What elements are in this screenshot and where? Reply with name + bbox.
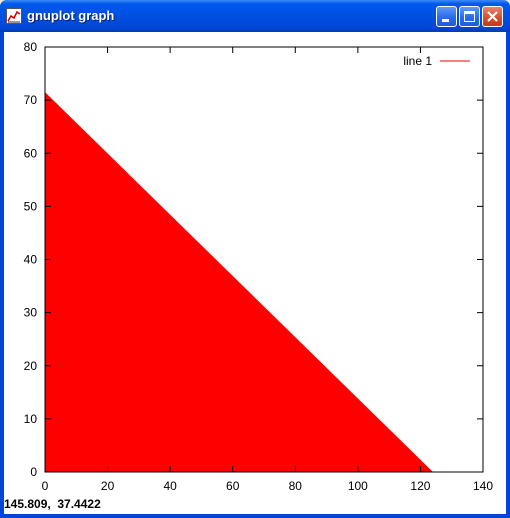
maximize-icon (464, 11, 475, 22)
x-tick-label: 140 (473, 479, 493, 493)
x-tick-label: 80 (289, 479, 303, 493)
window-border-right (506, 32, 510, 518)
window-title: gnuplot graph (27, 8, 115, 23)
x-tick-label: 40 (163, 479, 177, 493)
y-tick-label: 80 (24, 40, 38, 54)
y-tick-label: 30 (24, 306, 38, 320)
maximize-button[interactable] (459, 6, 480, 27)
y-tick-label: 50 (24, 199, 38, 213)
minimize-button[interactable] (436, 6, 457, 27)
y-tick-label: 70 (24, 93, 38, 107)
y-tick-label: 10 (24, 412, 38, 426)
plot-canvas[interactable]: 0 20 40 60 80 100 120 140 0 10 20 30 40 50 60 70 80 line … (4, 32, 506, 514)
window-border-bottom (0, 514, 510, 518)
close-icon (487, 11, 498, 22)
x-tick-label: 60 (226, 479, 240, 493)
minimize-icon (442, 19, 449, 22)
x-tick-label: 0 (42, 479, 49, 493)
title-bar[interactable]: gnuplot graph (0, 0, 510, 32)
y-tick-label: 20 (24, 359, 38, 373)
x-tick-label: 100 (348, 479, 368, 493)
x-tick-label: 120 (410, 479, 430, 493)
y-tick-label: 60 (24, 146, 38, 160)
gnuplot-chart[interactable]: 0 20 40 60 80 100 120 140 0 10 20 30 40 50 60 70 80 line … (4, 32, 506, 514)
x-tick-label: 20 (101, 479, 115, 493)
y-tick-label: 40 (24, 253, 38, 267)
series-area-1 (45, 92, 433, 472)
window-border-left (0, 32, 4, 518)
close-button[interactable] (482, 6, 503, 27)
mouse-coordinates: 145.809, 37.4422 (4, 497, 101, 511)
gnuplot-app-icon (6, 8, 22, 24)
legend-label: line 1 (403, 54, 432, 68)
y-tick-label: 0 (30, 465, 37, 479)
